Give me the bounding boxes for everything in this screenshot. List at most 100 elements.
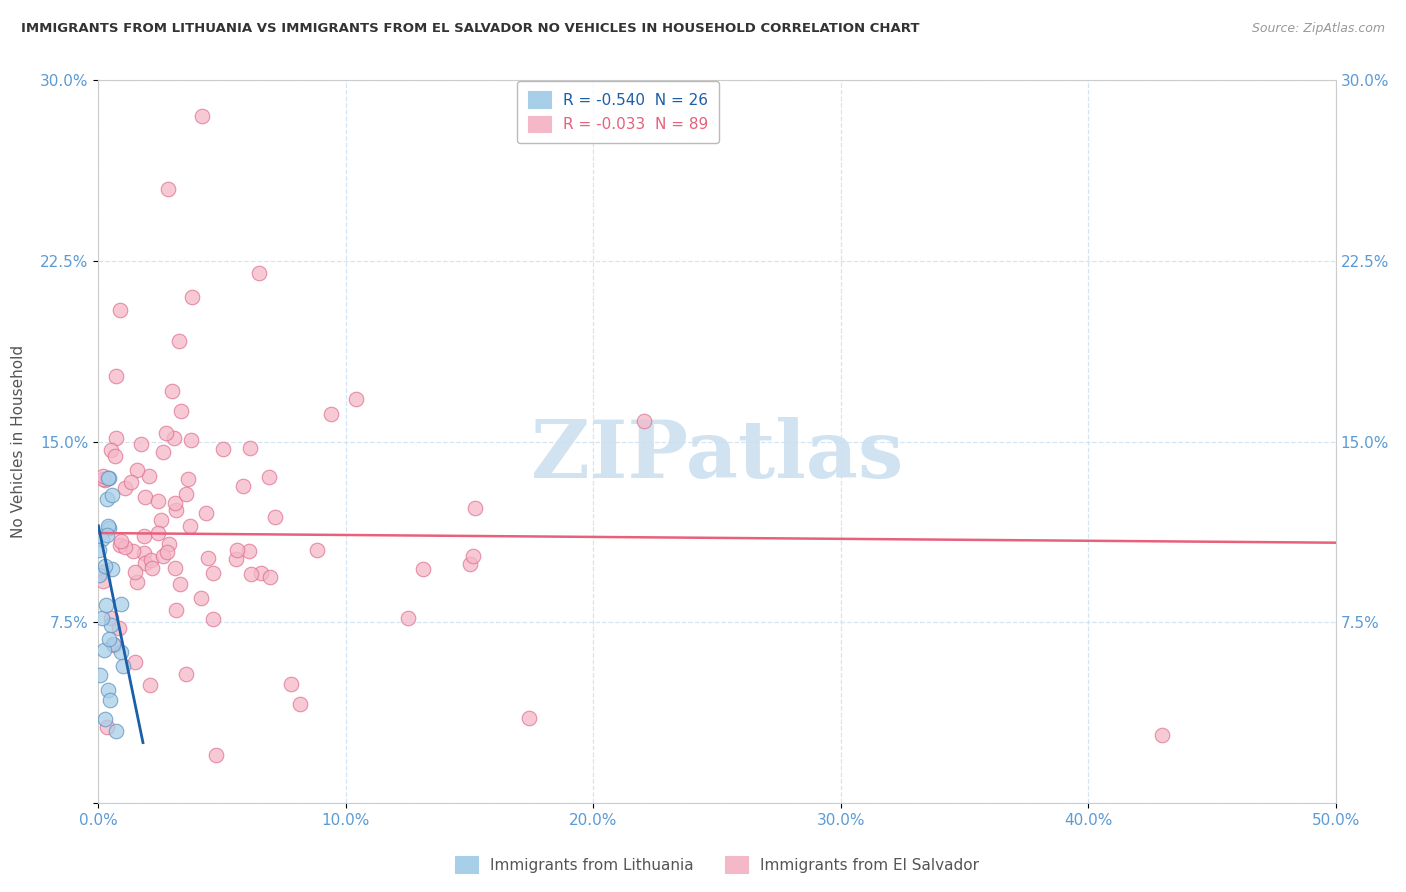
Point <box>104 368 127 383</box>
Point <box>97 683 120 698</box>
Point <box>165 603 187 617</box>
Point <box>98 692 121 706</box>
Point <box>201 566 224 581</box>
Point <box>464 501 486 516</box>
Point <box>205 747 228 762</box>
Point <box>156 181 179 195</box>
Point <box>134 490 156 504</box>
Point <box>239 441 262 455</box>
Point <box>162 431 184 445</box>
Point <box>225 552 247 566</box>
Point <box>461 549 484 563</box>
Point <box>259 470 281 484</box>
Point <box>152 549 174 564</box>
Point <box>141 561 163 575</box>
Point <box>396 610 419 624</box>
Point <box>458 558 481 572</box>
Point <box>169 404 191 418</box>
Point <box>107 621 129 635</box>
Point <box>94 559 117 574</box>
Text: Source: ZipAtlas.com: Source: ZipAtlas.com <box>1251 22 1385 36</box>
Point <box>108 303 131 318</box>
Point <box>91 611 114 625</box>
Point <box>96 598 118 612</box>
Point <box>412 562 434 576</box>
Point <box>250 566 273 581</box>
Point <box>165 502 187 516</box>
Point <box>226 543 249 558</box>
Point <box>290 698 312 712</box>
Point <box>93 472 115 486</box>
Point <box>100 443 122 458</box>
Point <box>110 534 132 549</box>
Text: ZIPatlas: ZIPatlas <box>531 417 903 495</box>
Point <box>96 528 118 542</box>
Point <box>152 444 174 458</box>
Point <box>191 109 214 123</box>
Point <box>108 538 131 552</box>
Point <box>169 334 191 348</box>
Point <box>157 537 180 551</box>
Point <box>146 526 169 541</box>
Point <box>280 677 302 691</box>
Point <box>165 560 187 574</box>
Point <box>139 678 162 692</box>
Point <box>114 541 136 555</box>
Point <box>146 494 169 508</box>
Point <box>124 565 146 579</box>
Point <box>238 543 260 558</box>
Point <box>212 442 235 456</box>
Point <box>202 612 225 626</box>
Point <box>90 532 112 546</box>
Point <box>96 492 118 507</box>
Point <box>141 553 163 567</box>
Text: IMMIGRANTS FROM LITHUANIA VS IMMIGRANTS FROM EL SALVADOR NO VEHICLES IN HOUSEHOL: IMMIGRANTS FROM LITHUANIA VS IMMIGRANTS … <box>21 22 920 36</box>
Point <box>150 513 173 527</box>
Point <box>344 392 367 406</box>
Point <box>94 473 117 487</box>
Point <box>125 463 148 477</box>
Point <box>103 638 125 652</box>
Point <box>264 510 287 524</box>
Point <box>100 617 122 632</box>
Point <box>232 479 254 493</box>
Point <box>98 632 121 646</box>
Point <box>132 546 155 560</box>
Point <box>122 543 145 558</box>
Point <box>101 637 124 651</box>
Point <box>110 597 132 611</box>
Point <box>169 576 191 591</box>
Point <box>176 472 198 486</box>
Point <box>110 645 132 659</box>
Point <box>138 469 160 483</box>
Point <box>89 543 111 558</box>
Point <box>97 519 120 533</box>
Point <box>163 496 186 510</box>
Point <box>1152 728 1174 742</box>
Point <box>240 566 263 581</box>
Point <box>633 413 655 427</box>
Point <box>129 436 152 450</box>
Point <box>259 570 281 584</box>
Point <box>155 425 177 440</box>
Point <box>93 642 115 657</box>
Point <box>156 545 179 559</box>
Point <box>93 566 115 580</box>
Point <box>160 384 183 398</box>
Point <box>100 611 122 625</box>
Point <box>94 712 117 726</box>
Point <box>97 521 120 535</box>
Point <box>97 470 120 484</box>
Point <box>89 568 111 582</box>
Point <box>174 487 197 501</box>
Point <box>197 551 219 566</box>
Point <box>120 475 142 489</box>
Point <box>134 528 156 542</box>
Point <box>104 449 127 463</box>
Point <box>101 488 124 502</box>
Point <box>93 574 115 589</box>
Point <box>179 518 201 533</box>
Point <box>190 591 212 606</box>
Point <box>321 407 343 421</box>
Legend: Immigrants from Lithuania, Immigrants from El Salvador: Immigrants from Lithuania, Immigrants fr… <box>450 850 984 879</box>
